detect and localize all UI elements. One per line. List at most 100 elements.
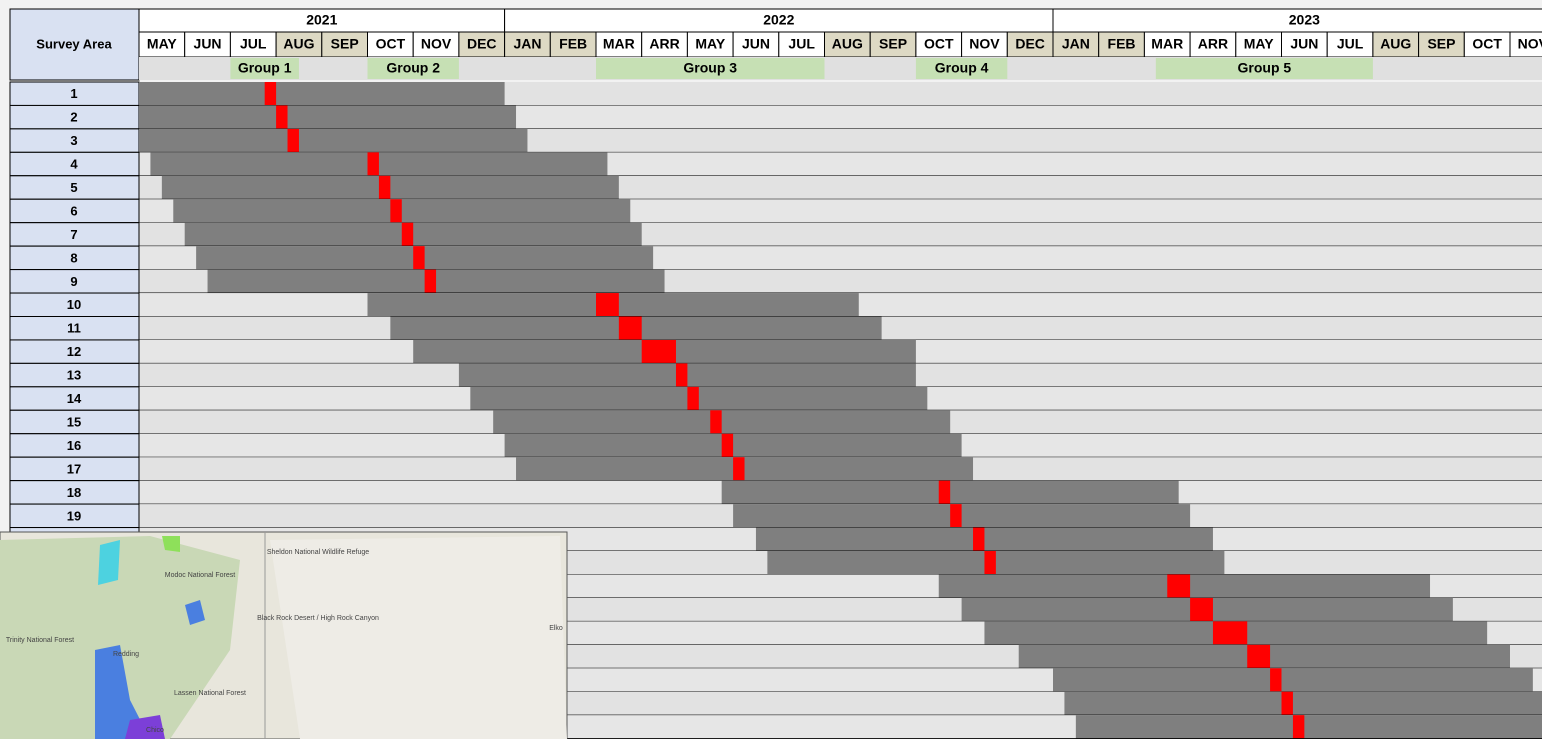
- group-label: Group 5: [1238, 60, 1292, 76]
- survey-marker: [676, 363, 687, 386]
- month-label: JAN: [513, 36, 541, 52]
- survey-bar: [722, 481, 1179, 504]
- map-label: Elko: [549, 625, 563, 632]
- map-label: Chico: [146, 727, 164, 734]
- row-label: 11: [67, 321, 81, 336]
- map-terrain: [270, 536, 567, 739]
- survey-marker: [939, 481, 950, 504]
- survey-marker: [379, 176, 390, 199]
- month-label: NOV: [969, 36, 1000, 52]
- survey-marker: [265, 82, 276, 105]
- survey-bar: [516, 457, 973, 480]
- survey-bar: [139, 82, 505, 105]
- survey-bar: [139, 129, 527, 152]
- survey-marker: [619, 317, 642, 340]
- row-label: 4: [70, 157, 78, 172]
- survey-bar: [1064, 692, 1542, 715]
- survey-bar: [1076, 715, 1542, 738]
- page: Survey Area 2021 MAY JUN JUL AUG SEP OCT NOV DEC…: [0, 0, 1542, 739]
- survey-marker: [984, 551, 995, 574]
- month-label: FEB: [1108, 36, 1136, 52]
- row-label: 19: [67, 508, 81, 523]
- survey-marker: [642, 340, 676, 363]
- month-label: SEP: [331, 36, 359, 52]
- row-label: 1: [70, 86, 77, 101]
- row-label: 14: [67, 391, 82, 406]
- survey-bar: [139, 105, 516, 128]
- month-label: FEB: [559, 36, 587, 52]
- survey-marker: [596, 293, 619, 316]
- row-label: 17: [67, 461, 81, 476]
- survey-marker: [1247, 645, 1270, 668]
- survey-marker: [1190, 598, 1213, 621]
- row-label: 6: [70, 203, 77, 218]
- month-label: OCT: [1472, 36, 1502, 52]
- map-label: Redding: [113, 651, 139, 658]
- survey-marker: [368, 152, 379, 175]
- month-label: JUL: [240, 36, 267, 52]
- row-label: 18: [67, 485, 81, 500]
- month-label: JUL: [788, 36, 815, 52]
- survey-bar: [173, 199, 630, 222]
- map-area: [98, 540, 120, 585]
- survey-marker: [425, 270, 436, 293]
- schedule-chart: Survey Area 2021 MAY JUN JUL AUG SEP OCT NOV DEC…: [0, 0, 1542, 739]
- month-label: MAY: [1244, 36, 1274, 52]
- month-label: OCT: [924, 36, 954, 52]
- row-label: 7: [70, 227, 77, 242]
- survey-marker: [1213, 621, 1247, 644]
- survey-marker: [722, 434, 733, 457]
- month-label: SEP: [879, 36, 907, 52]
- map-label: Lassen National Forest: [174, 690, 246, 697]
- survey-marker: [950, 504, 961, 527]
- survey-marker: [1282, 692, 1293, 715]
- month-label: AUG: [832, 36, 863, 52]
- survey-bar: [185, 223, 642, 246]
- group-label: Group 1: [238, 60, 292, 76]
- row-label: 8: [70, 250, 77, 265]
- row-label: 13: [67, 368, 81, 383]
- survey-bar: [459, 363, 916, 386]
- map-label: Trinity National Forest: [6, 637, 74, 644]
- survey-marker: [390, 199, 401, 222]
- row-label: 2: [70, 110, 77, 125]
- month-label: ARR: [1198, 36, 1228, 52]
- survey-bar: [1053, 668, 1533, 691]
- row-label: 3: [70, 133, 77, 148]
- group-label: Group 2: [386, 60, 440, 76]
- month-label: MAR: [1151, 36, 1183, 52]
- month-label: DEC: [467, 36, 497, 52]
- survey-marker: [413, 246, 424, 269]
- survey-marker: [1270, 668, 1281, 691]
- month-label: JUN: [1290, 36, 1318, 52]
- group-label: Group 3: [683, 60, 737, 76]
- month-label: AUG: [283, 36, 314, 52]
- survey-marker: [710, 410, 721, 433]
- group-label: Group 4: [935, 60, 989, 76]
- month-label: MAR: [603, 36, 635, 52]
- month-label: MAY: [147, 36, 177, 52]
- month-label: DEC: [1015, 36, 1045, 52]
- month-label: JUL: [1337, 36, 1364, 52]
- month-label: JAN: [1062, 36, 1090, 52]
- map-label: Modoc National Forest: [165, 572, 235, 579]
- map-label: Black Rock Desert / High Rock Canyon: [257, 615, 379, 622]
- survey-area-label: Survey Area: [36, 36, 112, 51]
- month-label: SEP: [1427, 36, 1455, 52]
- survey-marker: [1293, 715, 1304, 738]
- survey-marker: [288, 129, 299, 152]
- year-label: 2021: [306, 12, 337, 28]
- row-label: 10: [67, 297, 81, 312]
- row-label: 12: [67, 344, 81, 359]
- month-label: AUG: [1380, 36, 1411, 52]
- row-label: 5: [70, 180, 77, 195]
- row-label: 16: [67, 438, 81, 453]
- survey-marker: [687, 387, 698, 410]
- month-label: NOV: [421, 36, 452, 52]
- survey-marker: [1167, 574, 1190, 597]
- month-label: NOV: [1518, 36, 1542, 52]
- survey-marker: [973, 528, 984, 551]
- month-label: ARR: [649, 36, 679, 52]
- month-label: JUN: [194, 36, 222, 52]
